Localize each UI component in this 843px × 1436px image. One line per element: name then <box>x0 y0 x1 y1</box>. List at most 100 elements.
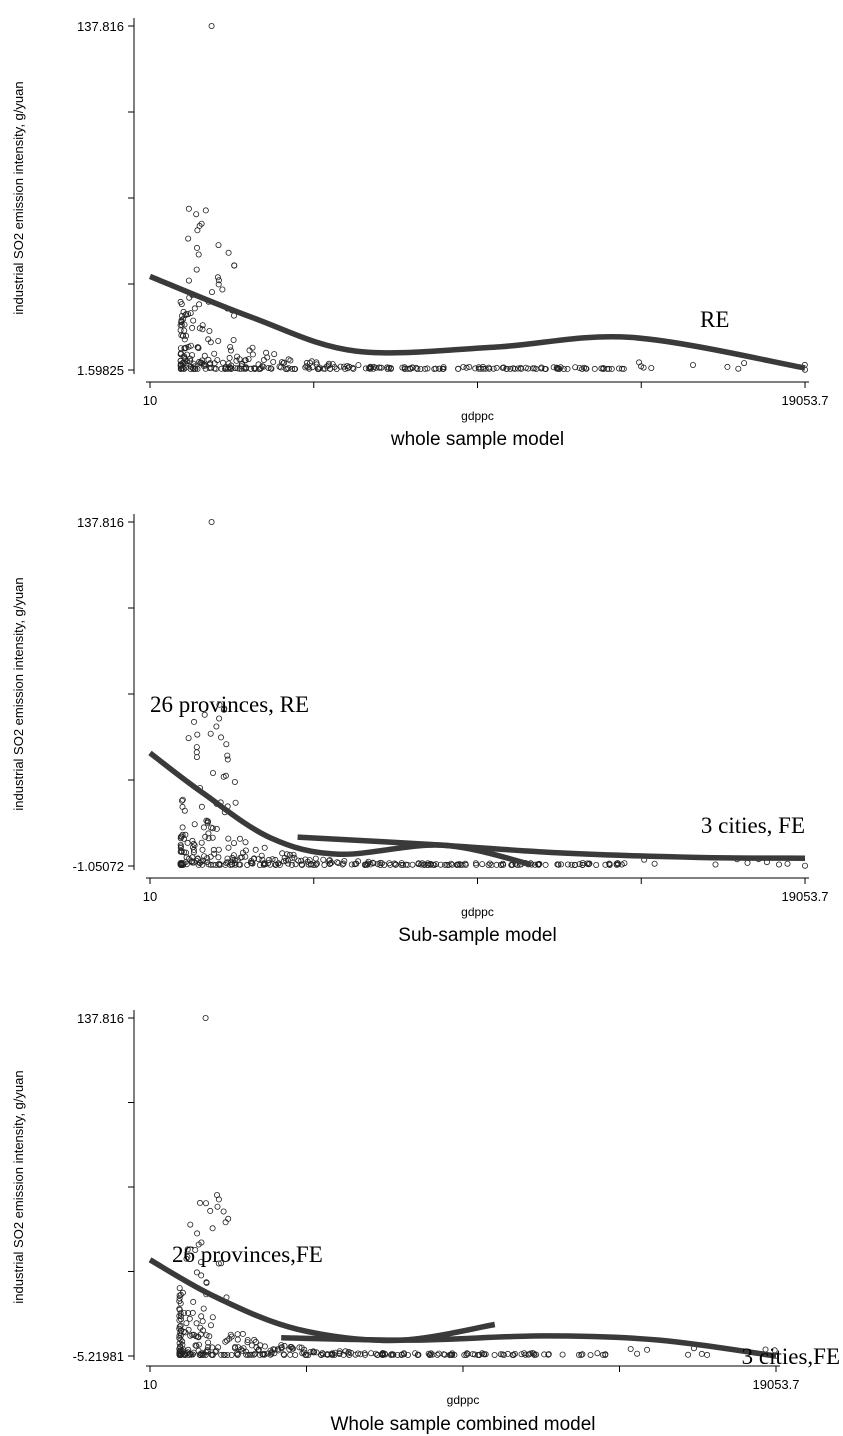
scatter-point <box>313 359 320 366</box>
scatter-point <box>335 860 342 867</box>
scatter-point <box>222 1338 229 1345</box>
scatter-point <box>196 1199 203 1206</box>
scatter-point <box>227 1331 234 1338</box>
scatter-point <box>176 1317 183 1324</box>
scatter-point <box>285 365 292 372</box>
scatter-point <box>227 347 234 354</box>
scatter-point <box>214 1203 221 1210</box>
scatter-point <box>225 835 232 842</box>
scatter-point <box>193 1320 200 1327</box>
scatter-point <box>176 1292 183 1299</box>
scatter-point <box>225 844 232 851</box>
scatter-point <box>329 1351 336 1358</box>
scatter-point <box>427 861 434 868</box>
scatter-point <box>287 1351 294 1358</box>
x-tick-label-left: 10 <box>143 889 157 904</box>
scatter-point <box>437 861 444 868</box>
scatter-point <box>227 861 234 868</box>
x-tick-label-left: 10 <box>143 393 157 408</box>
scatter-point <box>194 344 201 351</box>
scatter-point <box>634 1350 641 1357</box>
scatter-point <box>525 1351 532 1358</box>
scatter-point <box>176 1306 183 1313</box>
scatter-point <box>422 365 429 372</box>
curve-label-2: 3 cities, FE <box>701 813 805 838</box>
scatter-point <box>216 861 223 868</box>
scatter-point <box>497 1351 504 1358</box>
scatter-point <box>176 1285 183 1292</box>
chart-panel-2: 137.816 -1.05072 10 19053.7 gdppc industrial … <box>11 514 829 946</box>
scatter-point <box>302 856 309 863</box>
scatter-point <box>249 351 256 358</box>
scatter-point <box>189 844 196 851</box>
scatter-point <box>636 359 643 366</box>
scatter-point <box>248 1342 255 1349</box>
scatter-point <box>400 1350 407 1357</box>
scatter-point <box>215 1260 222 1267</box>
scatter-point <box>326 857 333 864</box>
scatter-point <box>189 352 196 359</box>
scatter-point <box>486 860 493 867</box>
scatter-point <box>344 365 351 372</box>
scatter-point <box>341 858 348 865</box>
chart-title: Whole sample combined model <box>330 1414 595 1435</box>
scatter-point <box>231 262 238 269</box>
scatter-point <box>455 365 462 372</box>
scatter-point <box>362 1351 369 1358</box>
scatter-point <box>550 364 557 371</box>
scatter-point <box>224 756 231 763</box>
scatter-point <box>182 344 189 351</box>
scatter-point <box>355 362 362 369</box>
scatter-point <box>215 854 222 861</box>
scatter-point <box>211 350 218 357</box>
scatter-point <box>197 1259 204 1266</box>
scatter-point <box>802 862 809 869</box>
scatter-point <box>207 730 214 737</box>
scatter-point <box>515 365 522 372</box>
scatter-point <box>557 364 564 371</box>
scatter-point <box>402 365 409 372</box>
scatter-point <box>224 1352 231 1359</box>
scatter-point <box>771 1347 778 1354</box>
chart-panel-1: 137.816 1.59825 10 19053.7 gdppc industrial S… <box>11 18 829 450</box>
scatter-point <box>379 1351 386 1358</box>
scatter-point <box>336 1350 343 1357</box>
scatter-point <box>178 797 185 804</box>
scatter-point <box>232 365 239 372</box>
scatter-point <box>199 1327 206 1334</box>
curve-label-1: RE <box>700 307 729 332</box>
scatter-point <box>199 846 206 853</box>
scatter-point <box>425 862 432 869</box>
scatter-point <box>594 1350 601 1357</box>
scatter-point <box>511 365 518 372</box>
scatter-point <box>368 1350 375 1357</box>
scatter-point <box>518 1351 525 1358</box>
chart-title: Sub-sample model <box>398 925 556 946</box>
scatter-point <box>205 835 212 842</box>
scatter-point <box>554 365 561 372</box>
scatter-point <box>651 860 658 867</box>
scatter-point <box>242 853 249 860</box>
scatter-point <box>180 849 187 856</box>
x-tick-label-left: 10 <box>143 1377 157 1392</box>
x-axis-title: gdppc <box>447 1393 480 1407</box>
scatter-point <box>327 365 334 372</box>
scatter-point <box>248 1351 255 1358</box>
scatter-point <box>205 861 212 868</box>
scatter-point <box>199 1318 206 1325</box>
scatter-point <box>226 1335 233 1342</box>
scatter-point <box>181 321 188 328</box>
chart-panel-3: 137.816 -5.21981 10 19053.7 gdppc industrial … <box>11 1010 840 1435</box>
scatter-point <box>220 1208 227 1215</box>
scatter-point <box>685 1351 692 1358</box>
scatter-point <box>220 773 227 780</box>
scatter-point <box>213 825 220 832</box>
scatter-point <box>176 1298 183 1305</box>
scatter-point <box>278 1345 285 1352</box>
scatter-point <box>353 860 360 867</box>
scatter-point <box>466 363 473 370</box>
y-tick-label-top: 137.816 <box>77 19 124 34</box>
scatter-point <box>220 706 227 713</box>
scatter-point <box>224 752 231 759</box>
scatter-point <box>187 310 194 317</box>
